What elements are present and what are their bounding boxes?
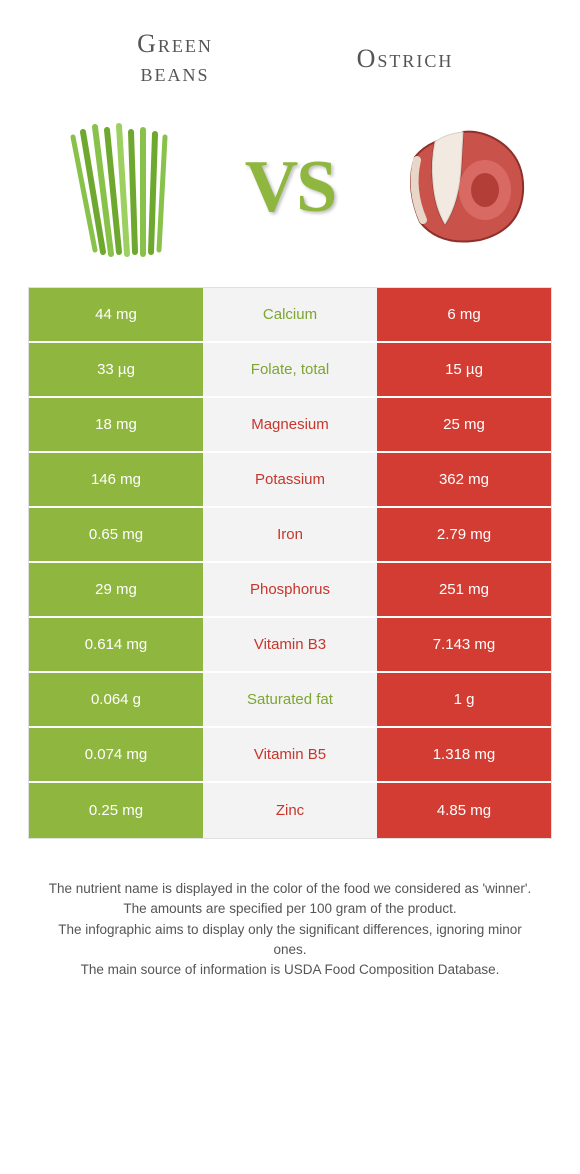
nutrient-name: Calcium bbox=[203, 288, 377, 341]
food-left-title-line1: Green bbox=[137, 29, 213, 58]
value-left: 29 mg bbox=[29, 563, 203, 616]
food-left-title: Green beans bbox=[60, 30, 290, 87]
footnote-line: The main source of information is USDA F… bbox=[40, 960, 540, 980]
nutrient-row: 0.064 gSaturated fat1 g bbox=[29, 673, 551, 728]
value-right: 1 g bbox=[377, 673, 551, 726]
nutrient-name: Saturated fat bbox=[203, 673, 377, 726]
nutrient-name: Magnesium bbox=[203, 398, 377, 451]
value-left: 44 mg bbox=[29, 288, 203, 341]
footnote-line: The infographic aims to display only the… bbox=[40, 920, 540, 961]
nutrient-name: Vitamin B5 bbox=[203, 728, 377, 781]
value-right: 7.143 mg bbox=[377, 618, 551, 671]
nutrient-name: Folate, total bbox=[203, 343, 377, 396]
food-right-title: Ostrich bbox=[290, 30, 520, 87]
ostrich-meat-image bbox=[380, 107, 540, 267]
nutrient-name: Phosphorus bbox=[203, 563, 377, 616]
value-right: 15 µg bbox=[377, 343, 551, 396]
nutrient-table: 44 mgCalcium6 mg33 µgFolate, total15 µg1… bbox=[28, 287, 552, 839]
value-left: 0.25 mg bbox=[29, 783, 203, 838]
value-right: 251 mg bbox=[377, 563, 551, 616]
value-left: 0.064 g bbox=[29, 673, 203, 726]
value-left: 0.614 mg bbox=[29, 618, 203, 671]
nutrient-row: 0.25 mgZinc4.85 mg bbox=[29, 783, 551, 838]
value-left: 0.074 mg bbox=[29, 728, 203, 781]
value-left: 33 µg bbox=[29, 343, 203, 396]
value-right: 6 mg bbox=[377, 288, 551, 341]
value-right: 25 mg bbox=[377, 398, 551, 451]
nutrient-row: 44 mgCalcium6 mg bbox=[29, 288, 551, 343]
footnote-line: The amounts are specified per 100 gram o… bbox=[40, 899, 540, 919]
nutrient-name: Vitamin B3 bbox=[203, 618, 377, 671]
nutrient-row: 0.614 mgVitamin B37.143 mg bbox=[29, 618, 551, 673]
header: Green beans Ostrich bbox=[0, 0, 580, 97]
nutrient-row: 29 mgPhosphorus251 mg bbox=[29, 563, 551, 618]
nutrient-row: 0.65 mgIron2.79 mg bbox=[29, 508, 551, 563]
nutrient-row: 0.074 mgVitamin B51.318 mg bbox=[29, 728, 551, 783]
value-right: 362 mg bbox=[377, 453, 551, 506]
footnotes: The nutrient name is displayed in the co… bbox=[40, 879, 540, 980]
value-right: 1.318 mg bbox=[377, 728, 551, 781]
nutrient-name: Zinc bbox=[203, 783, 377, 838]
value-left: 0.65 mg bbox=[29, 508, 203, 561]
vs-label: VS bbox=[245, 145, 336, 230]
nutrient-row: 18 mgMagnesium25 mg bbox=[29, 398, 551, 453]
value-right: 4.85 mg bbox=[377, 783, 551, 838]
value-left: 146 mg bbox=[29, 453, 203, 506]
nutrient-name: Iron bbox=[203, 508, 377, 561]
value-left: 18 mg bbox=[29, 398, 203, 451]
nutrient-row: 146 mgPotassium362 mg bbox=[29, 453, 551, 508]
nutrient-row: 33 µgFolate, total15 µg bbox=[29, 343, 551, 398]
food-left-title-line2: beans bbox=[140, 58, 209, 87]
green-beans-image bbox=[40, 107, 200, 267]
images-row: VS bbox=[0, 97, 580, 287]
value-right: 2.79 mg bbox=[377, 508, 551, 561]
nutrient-name: Potassium bbox=[203, 453, 377, 506]
footnote-line: The nutrient name is displayed in the co… bbox=[40, 879, 540, 899]
